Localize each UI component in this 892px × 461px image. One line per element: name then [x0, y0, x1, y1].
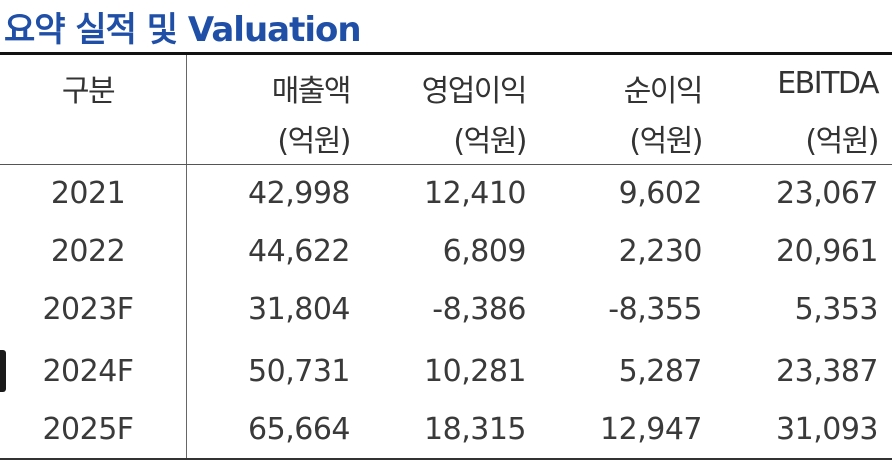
row-year: 2021: [50, 176, 126, 211]
row-net-income: 12,947: [600, 412, 702, 447]
row-year: 2024F: [42, 354, 134, 389]
header-net-income: 순이익: [623, 74, 704, 109]
row-revenue: 42,998: [248, 176, 350, 211]
row-ebitda: 31,093: [776, 412, 878, 447]
row-revenue: 31,804: [248, 292, 350, 327]
header-operating-income-unit: (억원): [453, 124, 527, 159]
top-rule: [0, 52, 892, 55]
row-operating-income: 6,809: [442, 234, 527, 269]
row-operating-income: 18,315: [424, 412, 526, 447]
bottom-rule: [0, 458, 892, 460]
row-ebitda: 23,387: [776, 354, 878, 389]
row-net-income: 5,287: [618, 354, 703, 389]
row-revenue: 65,664: [248, 412, 350, 447]
header-category: 구분: [61, 74, 116, 109]
table-title: 요약 실적 및 Valuation: [4, 10, 362, 50]
row-operating-income: -8,386: [432, 292, 526, 327]
header-net-income-unit: (억원): [629, 124, 703, 159]
row-net-income: 9,602: [618, 176, 703, 211]
row-ebitda: 23,067: [776, 176, 878, 211]
row-net-income: 2,230: [618, 234, 703, 269]
row-operating-income: 12,410: [424, 176, 526, 211]
header-ebitda-unit: (억원): [805, 124, 879, 159]
column-divider: [186, 55, 187, 458]
row-marker: [0, 350, 6, 392]
row-year: 2023F: [42, 292, 134, 327]
header-rule: [0, 164, 892, 165]
row-revenue: 50,731: [248, 354, 350, 389]
header-revenue-unit: (억원): [277, 124, 351, 159]
row-net-income: -8,355: [608, 292, 702, 327]
row-year: 2022: [50, 234, 126, 269]
row-ebitda: 5,353: [794, 292, 879, 327]
header-operating-income: 영업이익: [421, 74, 528, 109]
row-year: 2025F: [42, 412, 134, 447]
header-ebitda: EBITDA: [777, 66, 879, 101]
row-revenue: 44,622: [248, 234, 350, 269]
header-revenue: 매출액: [271, 74, 352, 109]
row-ebitda: 20,961: [776, 234, 878, 269]
row-operating-income: 10,281: [424, 354, 526, 389]
